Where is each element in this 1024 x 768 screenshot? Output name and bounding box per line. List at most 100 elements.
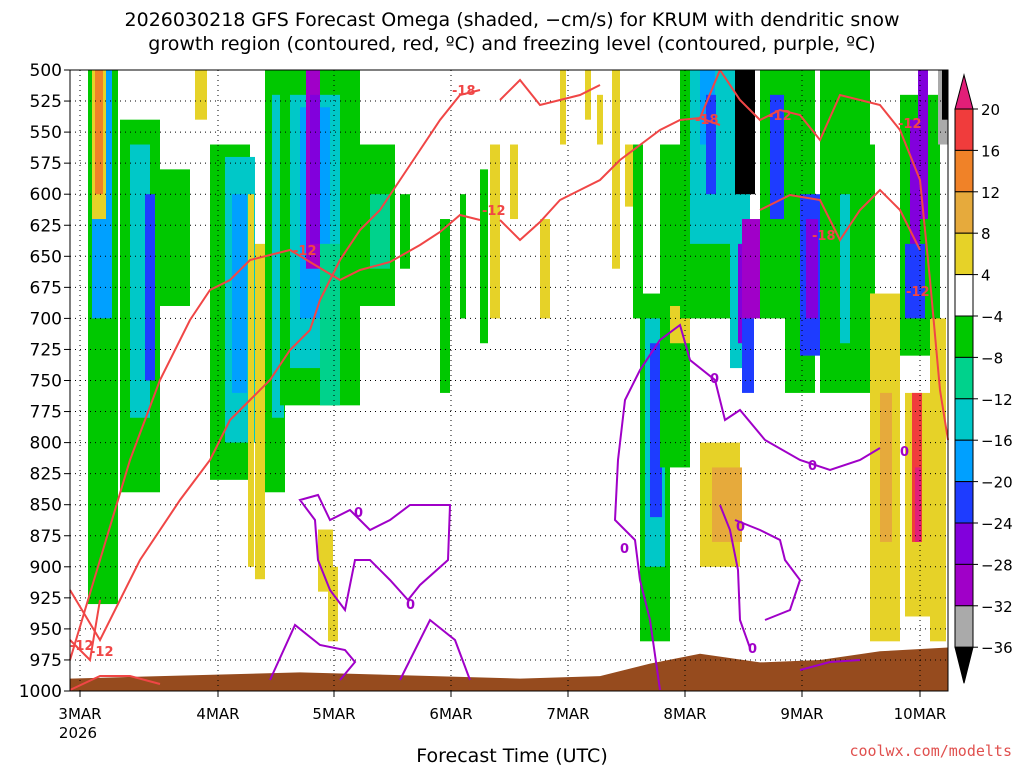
dendritic-contour-label: -18 — [812, 229, 836, 244]
x-tick-label: 5MAR — [312, 705, 355, 723]
omega-patch — [905, 243, 925, 319]
omega-patch — [540, 219, 550, 319]
x-axis-title: Forecast Time (UTC) — [416, 745, 608, 767]
omega-patch — [633, 144, 643, 319]
y-tick-label: 950 — [30, 620, 62, 640]
omega-patch — [840, 194, 850, 344]
omega-patch — [560, 70, 566, 145]
dendritic-contour — [699, 69, 721, 119]
colorbar-swatch — [954, 315, 974, 358]
omega-patch — [880, 392, 892, 542]
dendritic-contour-label: -12 — [768, 109, 792, 124]
omega-patch — [910, 119, 920, 244]
omega-patch — [328, 566, 338, 642]
colorbar-tick-label: −24 — [981, 515, 1013, 533]
x-tick-label: 8MAR — [663, 705, 706, 723]
freezing-contour-label: 0 — [736, 520, 745, 535]
omega-patch — [160, 169, 190, 306]
freezing-contour-label: 0 — [748, 642, 757, 657]
omega-patch — [480, 169, 488, 344]
chart-title-line1: 2026030218 GFS Forecast Omega (shaded, −… — [124, 9, 900, 31]
y-tick-label: 700 — [30, 309, 62, 329]
omega-patch — [650, 343, 662, 518]
omega-patch — [400, 194, 410, 269]
colorbar-swatch — [954, 149, 974, 193]
colorbar-swatch — [954, 398, 974, 441]
dendritic-contour-label: -12 — [906, 285, 930, 300]
colorbar-swatch — [954, 481, 974, 524]
dendritic-contour-label: -12 — [482, 204, 506, 219]
omega-patch — [310, 94, 320, 244]
omega-patch — [232, 194, 247, 393]
omega-patch — [510, 144, 518, 220]
y-tick-label: 750 — [30, 372, 62, 392]
colorbar-tick-label: −8 — [981, 349, 1003, 367]
y-tick-label: 525 — [30, 92, 62, 112]
freezing-contour-label: 0 — [710, 372, 719, 387]
ground-terrain — [70, 647, 948, 691]
dendritic-contour — [69, 599, 101, 663]
x-tick-label: 6MAR — [429, 705, 472, 723]
colorbar-swatch — [954, 356, 974, 400]
colorbar-tick-label: 8 — [981, 225, 991, 243]
freezing-contour — [734, 519, 802, 621]
dendritic-contour — [499, 78, 601, 107]
omega-patch — [806, 219, 818, 319]
colorbar-swatch — [954, 274, 974, 317]
freezing-contour — [269, 623, 357, 681]
omega-patch — [440, 219, 450, 393]
y-tick-label: 675 — [30, 278, 62, 298]
dendritic-contour — [69, 89, 481, 643]
x-tick-label: 10MAR — [894, 705, 947, 723]
y-tick-label: 825 — [30, 465, 62, 485]
omega-patch — [915, 467, 921, 542]
plot-frame — [69, 69, 949, 692]
omega-patch — [597, 94, 603, 145]
colorbar-tick-label: −16 — [981, 432, 1013, 450]
dendritic-contour-label: -12 — [70, 639, 94, 654]
colorbar-swatch — [954, 439, 974, 483]
x-year-label: 2026 — [59, 724, 97, 742]
y-tick-label: 625 — [30, 216, 62, 236]
omega-patch — [706, 94, 716, 195]
y-tick-label: 500 — [30, 61, 62, 81]
colorbar-tick-label: 12 — [981, 184, 1000, 202]
omega-patch — [770, 94, 784, 220]
dendritic-contour-label: -12 — [898, 117, 922, 132]
dendritic-contour — [69, 213, 481, 661]
colorbar-tick-label: −12 — [981, 391, 1013, 409]
freezing-contour-label: 0 — [620, 542, 629, 557]
freezing-contour-label: 0 — [900, 445, 909, 460]
dendritic-contour-label: -18 — [452, 84, 476, 99]
omega-patch — [742, 219, 762, 319]
x-tick-label: 4MAR — [196, 705, 239, 723]
freezing-contour — [298, 493, 452, 613]
omega-patch — [712, 467, 742, 542]
colorbar-tick-label: 20 — [981, 101, 1000, 119]
dendritic-contour — [719, 69, 949, 441]
y-tick-label: 575 — [30, 154, 62, 174]
omega-patch — [612, 70, 620, 269]
omega-patch — [585, 70, 591, 120]
freezing-contour — [799, 659, 861, 671]
colorbar-tick-label: −36 — [981, 639, 1013, 657]
dendritic-contour-label: -12 — [90, 645, 114, 660]
dendritic-contour-label: -18 — [695, 113, 719, 128]
colorbar-tick-label: −32 — [981, 598, 1013, 616]
omega-patch — [855, 144, 875, 294]
omega-patch — [95, 70, 103, 195]
freezing-contour-label: 0 — [354, 506, 363, 521]
colorbar-tick-label: 16 — [981, 142, 1000, 160]
x-tick-label: 3MAR — [58, 705, 101, 723]
freezing-contour — [399, 618, 471, 681]
colorbar-tick-label: −20 — [981, 474, 1013, 492]
x-tick-label: 7MAR — [546, 705, 589, 723]
colorbar-top-arrow — [954, 73, 974, 110]
colorbar-swatch — [954, 232, 974, 276]
colorbar-swatch — [954, 191, 974, 234]
y-tick-label: 925 — [30, 589, 62, 609]
dendritic-contour — [499, 116, 721, 242]
x-tick-label: 9MAR — [780, 705, 823, 723]
omega-patch — [320, 243, 340, 406]
dendritic-contour-label: -12 — [293, 244, 317, 259]
